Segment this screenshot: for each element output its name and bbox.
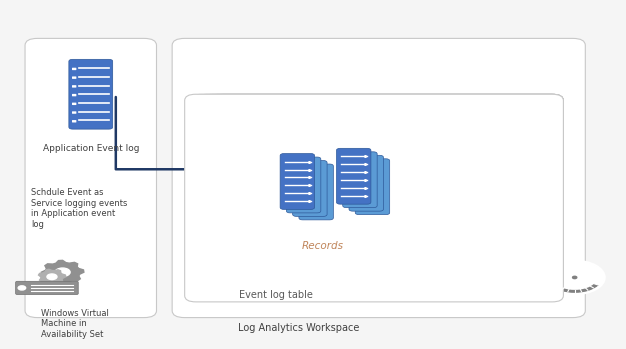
FancyBboxPatch shape (349, 155, 383, 211)
FancyBboxPatch shape (69, 59, 113, 129)
FancyBboxPatch shape (337, 148, 371, 204)
FancyBboxPatch shape (202, 94, 563, 292)
FancyBboxPatch shape (196, 94, 563, 296)
Text: Windows Virtual
Machine in
Availability Set: Windows Virtual Machine in Availability … (41, 309, 108, 339)
Circle shape (573, 276, 577, 279)
FancyBboxPatch shape (286, 157, 321, 213)
FancyBboxPatch shape (190, 94, 563, 299)
Text: Application Event log: Application Event log (43, 144, 139, 153)
FancyBboxPatch shape (72, 68, 76, 70)
Wedge shape (555, 284, 594, 290)
FancyBboxPatch shape (72, 103, 76, 105)
FancyBboxPatch shape (207, 94, 563, 289)
FancyBboxPatch shape (25, 38, 156, 318)
FancyBboxPatch shape (185, 94, 563, 302)
FancyBboxPatch shape (213, 94, 563, 286)
FancyBboxPatch shape (343, 152, 377, 208)
FancyBboxPatch shape (292, 161, 327, 216)
FancyBboxPatch shape (299, 164, 333, 220)
FancyBboxPatch shape (16, 281, 78, 295)
Polygon shape (41, 260, 84, 284)
FancyBboxPatch shape (72, 85, 76, 88)
Circle shape (18, 286, 26, 290)
Wedge shape (551, 284, 598, 293)
Text: Records: Records (301, 241, 344, 251)
Text: Log Analytics Workspace: Log Analytics Workspace (238, 323, 359, 333)
Text: Schdule Event as
Service logging events
in Application event
log: Schdule Event as Service logging events … (31, 188, 128, 229)
Polygon shape (39, 269, 66, 284)
FancyBboxPatch shape (72, 94, 76, 96)
Circle shape (47, 274, 57, 280)
FancyBboxPatch shape (72, 76, 76, 79)
FancyBboxPatch shape (172, 38, 585, 318)
FancyBboxPatch shape (72, 111, 76, 114)
Circle shape (55, 268, 70, 276)
FancyBboxPatch shape (72, 120, 76, 122)
FancyBboxPatch shape (356, 159, 389, 215)
Circle shape (545, 261, 605, 294)
FancyBboxPatch shape (280, 154, 314, 209)
Text: Event log table: Event log table (239, 290, 312, 300)
